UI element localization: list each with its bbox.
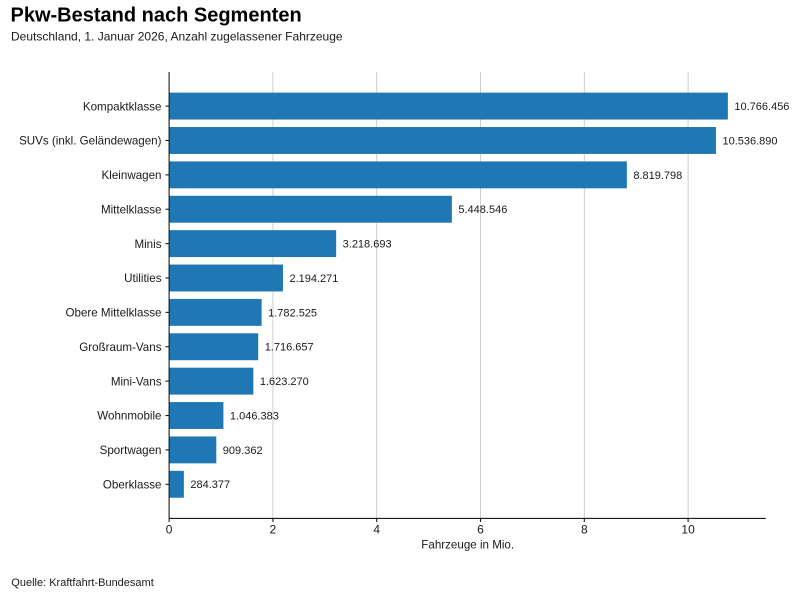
svg-text:Quelle: Kraftfahrt-Bundesamt: Quelle: Kraftfahrt-Bundesamt [11, 577, 153, 589]
svg-text:284.377: 284.377 [190, 479, 230, 491]
svg-text:909.362: 909.362 [223, 445, 263, 457]
svg-text:Wohnmobile: Wohnmobile [97, 410, 161, 423]
svg-text:2.194.271: 2.194.271 [289, 273, 338, 285]
svg-text:Oberklasse: Oberklasse [103, 478, 162, 491]
svg-text:4: 4 [373, 523, 380, 537]
svg-text:Mittelklasse: Mittelklasse [101, 203, 162, 216]
svg-text:1.782.525: 1.782.525 [268, 307, 317, 319]
svg-text:Mini-Vans: Mini-Vans [111, 375, 162, 388]
svg-text:Deutschland, 1. Januar 2026, A: Deutschland, 1. Januar 2026, Anzahl zuge… [11, 29, 343, 43]
svg-text:6: 6 [477, 523, 484, 537]
svg-text:Großraum-Vans: Großraum-Vans [79, 341, 161, 354]
svg-text:1.716.657: 1.716.657 [265, 342, 314, 354]
svg-text:Obere Mittelklasse: Obere Mittelklasse [65, 307, 161, 320]
svg-text:3.218.693: 3.218.693 [343, 239, 392, 251]
svg-text:0: 0 [166, 523, 173, 537]
svg-text:1.623.270: 1.623.270 [260, 376, 309, 388]
svg-text:1.046.383: 1.046.383 [230, 410, 279, 422]
svg-text:Kleinwagen: Kleinwagen [102, 169, 162, 182]
svg-text:SUVs (inkl. Geländewagen): SUVs (inkl. Geländewagen) [19, 135, 162, 148]
svg-text:Utilities: Utilities [124, 272, 162, 285]
svg-text:8.819.798: 8.819.798 [633, 170, 682, 182]
svg-text:Pkw-Bestand nach Segmenten: Pkw-Bestand nach Segmenten [11, 5, 302, 27]
svg-text:10: 10 [681, 523, 695, 537]
svg-text:Minis: Minis [134, 238, 161, 251]
svg-text:8: 8 [581, 523, 588, 537]
svg-text:10.536.890: 10.536.890 [722, 135, 777, 147]
svg-text:Fahrzeuge in Mio.: Fahrzeuge in Mio. [421, 539, 514, 552]
svg-text:2: 2 [270, 523, 277, 537]
svg-text:Sportwagen: Sportwagen [100, 444, 162, 457]
svg-text:Kompaktklasse: Kompaktklasse [83, 100, 162, 113]
svg-text:10.766.456: 10.766.456 [734, 101, 789, 113]
svg-text:5.448.546: 5.448.546 [458, 204, 507, 216]
